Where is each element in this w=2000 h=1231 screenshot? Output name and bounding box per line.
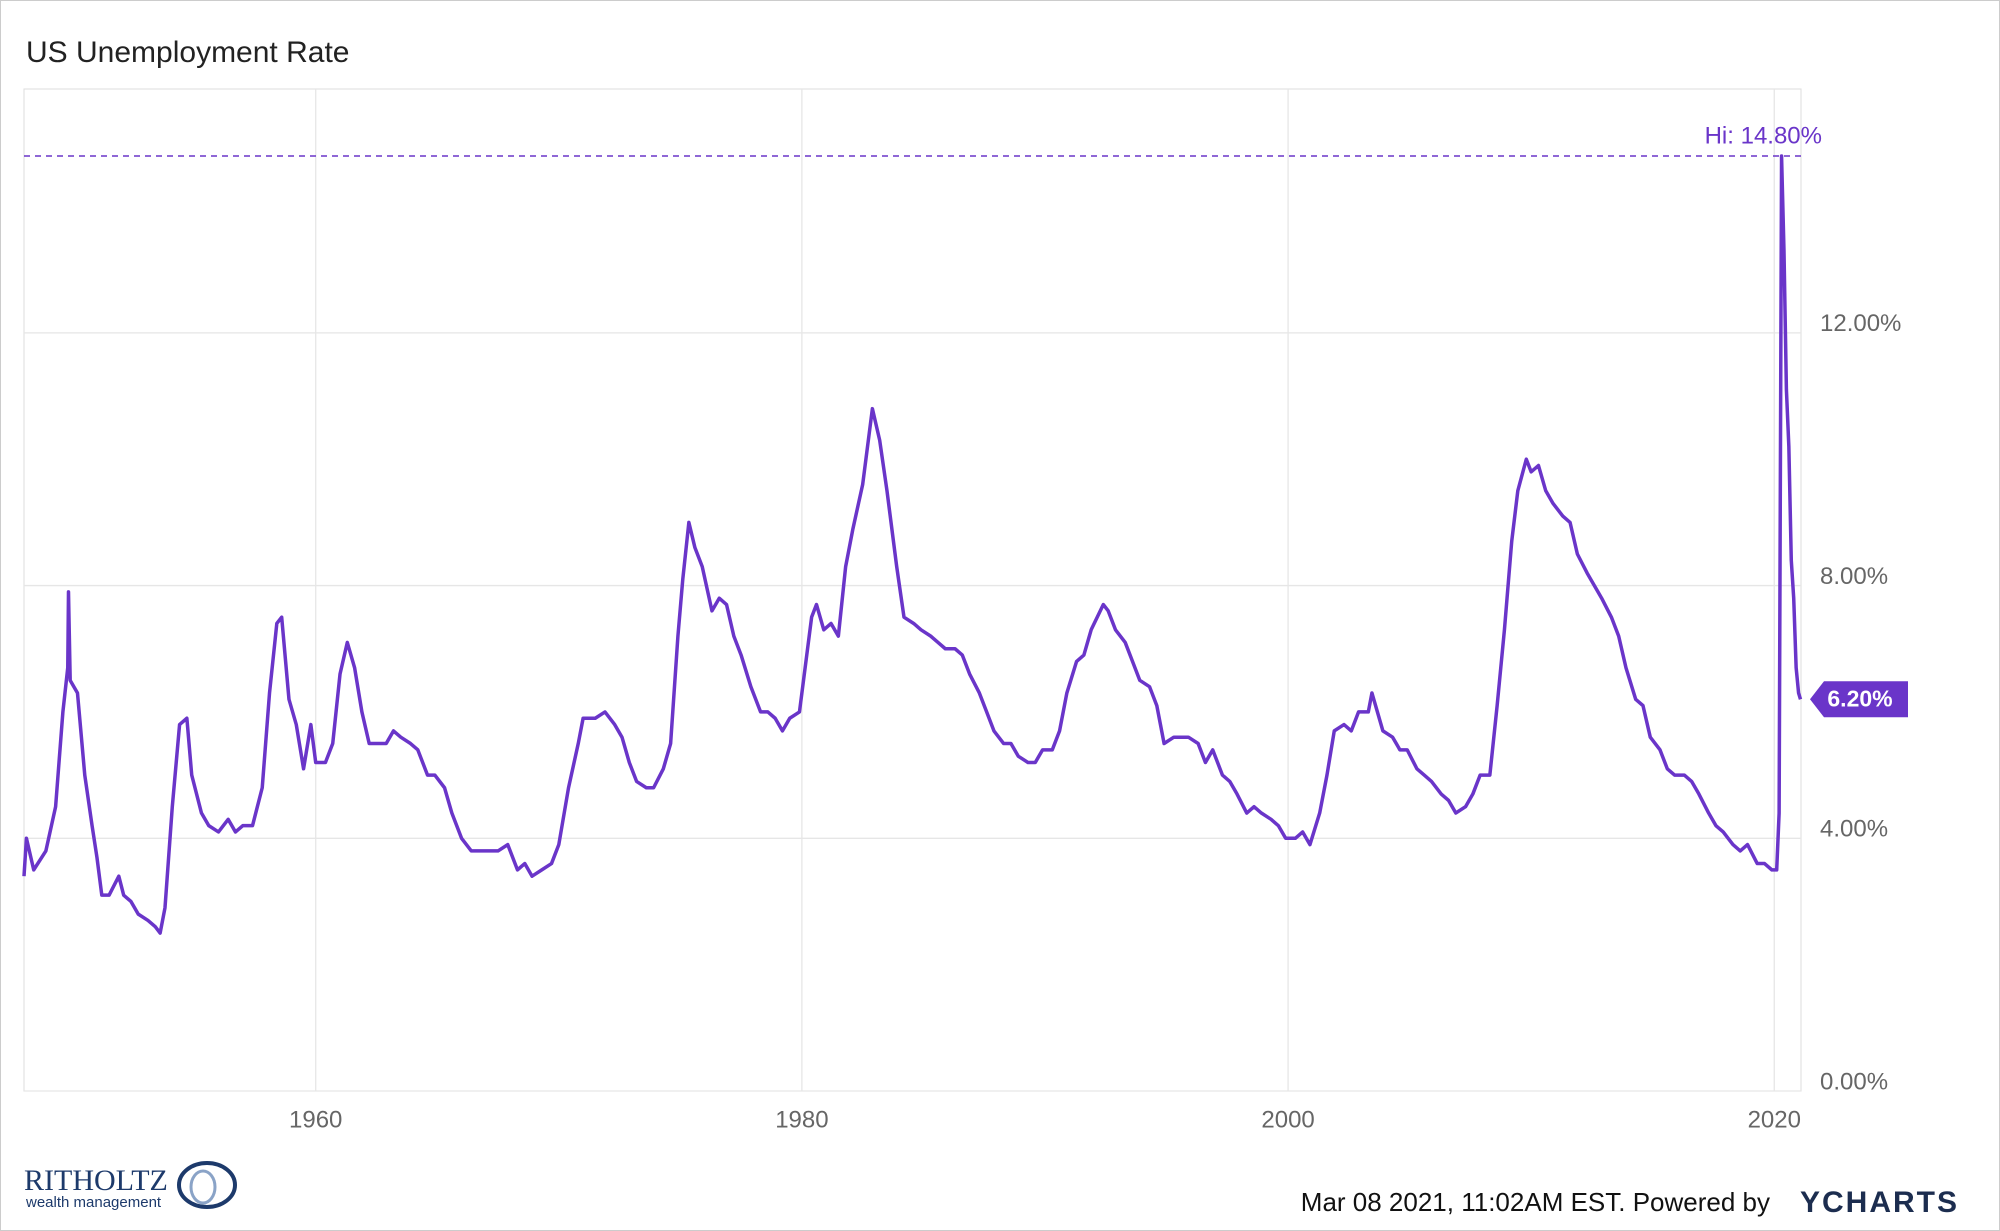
last-value-label: 6.20% xyxy=(1827,685,1892,711)
logo-tagline: wealth management xyxy=(25,1194,162,1211)
logo-mark xyxy=(189,1169,217,1205)
last-value-tag xyxy=(1810,681,1908,718)
logo-name: RITHOLTZ xyxy=(24,1164,168,1197)
logo: RITHOLTZ wealth management xyxy=(24,1161,237,1211)
x-tick-label: 2020 xyxy=(1748,1106,1801,1133)
x-tick-label: 2000 xyxy=(1261,1106,1314,1133)
data-line xyxy=(22,154,1803,935)
x-tick-label: 1980 xyxy=(775,1106,828,1133)
timestamp: Mar 08 2021, 11:02AM EST. Powered by xyxy=(1301,1187,1770,1217)
x-tick-label: 1960 xyxy=(289,1106,342,1133)
logo-mark xyxy=(177,1161,237,1209)
y-tick-label: 0.00% xyxy=(1820,1068,1888,1095)
brand: YCHARTS xyxy=(1800,1186,1959,1219)
high-label: Hi: 14.80% xyxy=(1705,122,1822,149)
y-tick-label: 12.00% xyxy=(1820,310,1901,337)
chart-title: US Unemployment Rate xyxy=(26,36,349,69)
y-tick-label: 8.00% xyxy=(1820,563,1888,590)
plot: 0.00% 4.00% 8.00% 12.00% 1960 1980 2000 2020 Hi:… xyxy=(22,88,1908,1133)
y-tick-label: 4.00% xyxy=(1820,816,1888,843)
